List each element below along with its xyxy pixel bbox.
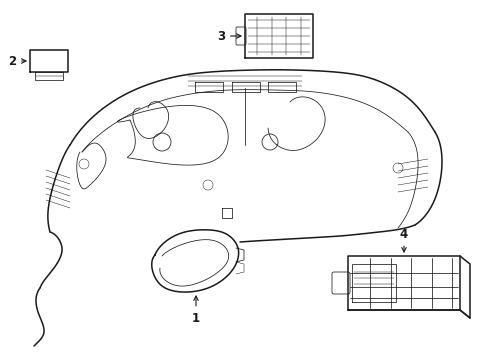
Text: 1: 1 xyxy=(192,296,200,324)
Text: 3: 3 xyxy=(217,30,241,42)
Text: 2: 2 xyxy=(8,54,26,68)
Text: 4: 4 xyxy=(399,228,407,252)
